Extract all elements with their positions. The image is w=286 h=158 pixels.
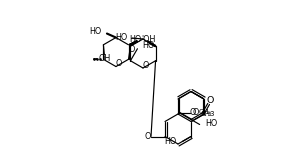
Text: O: O <box>207 96 214 105</box>
Text: 'OH: 'OH <box>142 35 156 44</box>
Text: O: O <box>116 59 122 68</box>
Text: HO: HO <box>90 27 102 36</box>
Text: CH: CH <box>199 109 209 115</box>
Text: O: O <box>193 108 199 117</box>
Text: O: O <box>145 132 151 141</box>
Text: HO: HO <box>129 35 142 44</box>
Text: HO: HO <box>142 41 155 50</box>
Text: HO: HO <box>206 119 218 128</box>
Text: HO: HO <box>115 33 127 42</box>
Text: OH: OH <box>98 54 110 63</box>
Text: HO: HO <box>164 137 176 146</box>
Text: O: O <box>128 45 135 54</box>
Text: O: O <box>190 108 196 117</box>
Text: O: O <box>143 61 149 70</box>
Text: 3: 3 <box>208 112 211 116</box>
Text: CH3: CH3 <box>201 110 215 116</box>
